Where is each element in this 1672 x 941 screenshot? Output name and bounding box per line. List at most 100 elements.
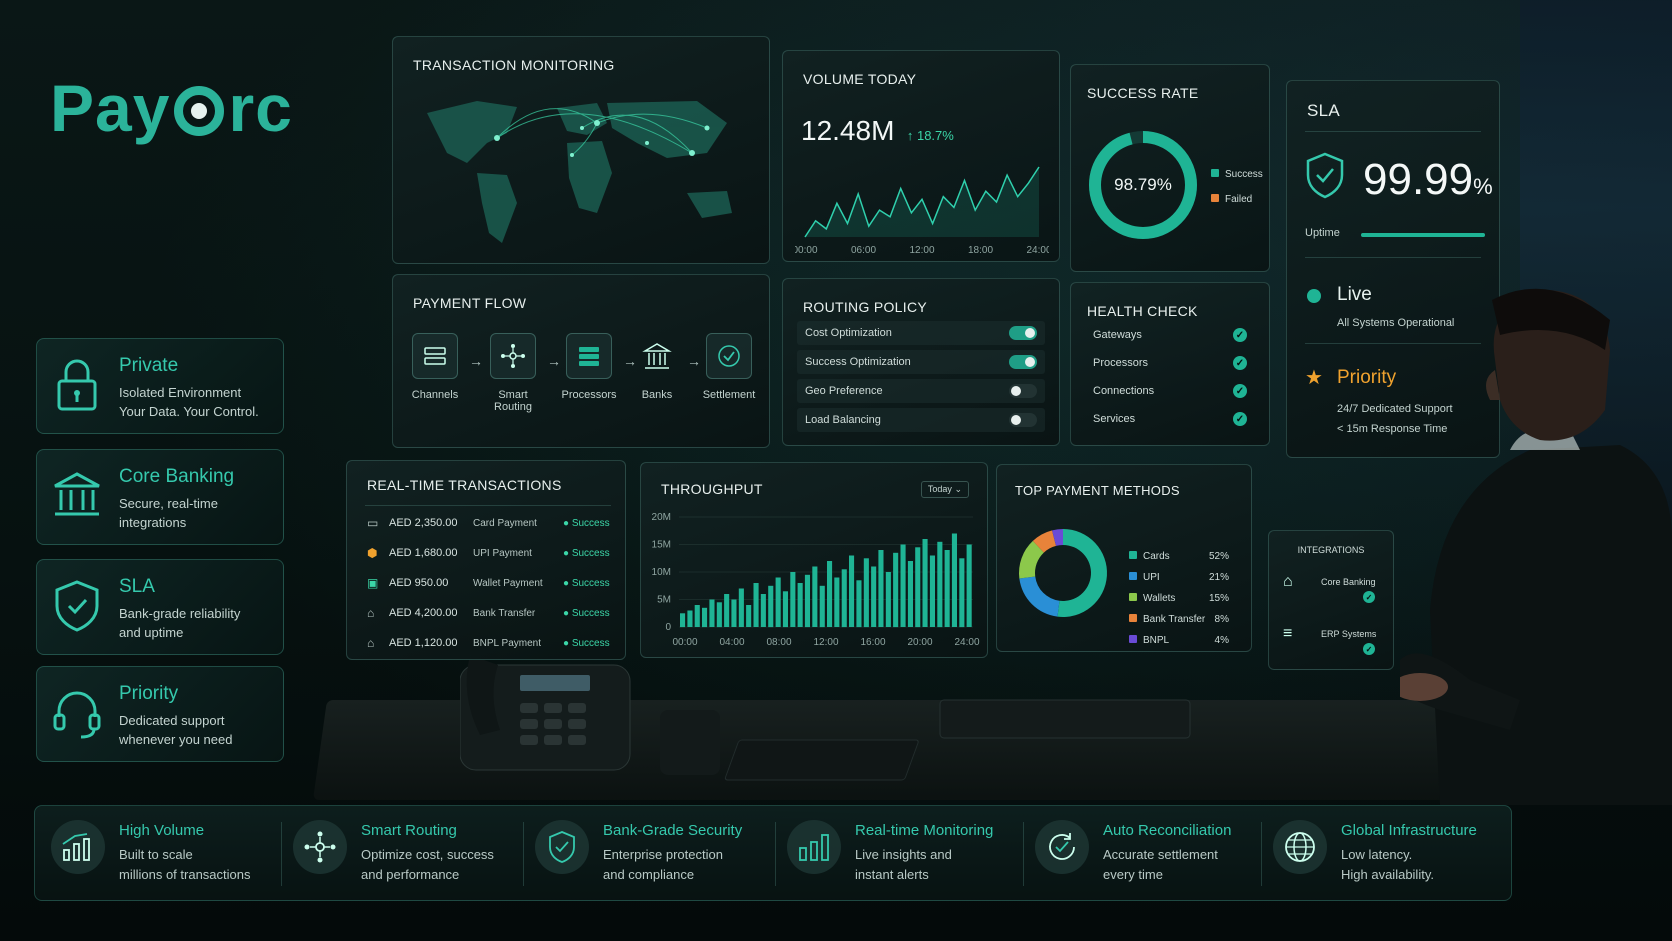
bars-icon bbox=[787, 820, 841, 874]
throughput-bar bbox=[724, 594, 730, 627]
feature-bar: High Volume Built to scale millions of tra… bbox=[34, 805, 1512, 901]
methods-legend-item: Bank Transfer 8% bbox=[1129, 614, 1229, 625]
legend-percent: 15% bbox=[1208, 593, 1229, 604]
realtime-transactions-panel: REAL-TIME TRANSACTIONS ▭ AED 2,350.00 Card… bbox=[346, 460, 626, 660]
y-tick-label: 10M bbox=[652, 567, 671, 578]
range-dropdown[interactable]: Today ⌄ bbox=[920, 481, 969, 498]
tx-method: UPI Payment bbox=[473, 547, 532, 559]
flow-step-channels: Channels bbox=[401, 333, 469, 401]
tx-row[interactable]: ▣ AED 950.00 Wallet Payment ● Success bbox=[367, 571, 611, 595]
methods-slice bbox=[1052, 529, 1063, 546]
x-tick-label: 04:00 bbox=[719, 637, 744, 648]
tx-row[interactable]: ▭ AED 2,350.00 Card Payment ● Success bbox=[367, 511, 611, 535]
legend-percent: 21% bbox=[1208, 572, 1229, 583]
tx-method: Bank Transfer bbox=[473, 607, 536, 619]
shield-check-icon bbox=[535, 820, 589, 874]
priority-detail: 24/7 Dedicated Support < 15m Response Tim… bbox=[1337, 399, 1453, 439]
legend-failed: Failed bbox=[1225, 194, 1253, 205]
policy-label: Geo Preference bbox=[805, 385, 883, 397]
tx-status-text: Success bbox=[571, 547, 610, 559]
check-icon: ✓ bbox=[1233, 412, 1247, 426]
feature-title: Real-time Monitoring bbox=[855, 822, 994, 839]
methods-legend-item: Cards 52% bbox=[1129, 551, 1229, 562]
tx-status: ● Success bbox=[563, 607, 610, 619]
tx-method: Wallet Payment bbox=[473, 577, 543, 589]
card-line1: Secure, real-time bbox=[119, 496, 218, 511]
tx-method: BNPL Payment bbox=[473, 637, 541, 649]
card-line2: and uptime bbox=[119, 625, 184, 640]
check-icon: ✓ bbox=[1233, 328, 1247, 342]
feature-line2: High availability. bbox=[1341, 867, 1434, 882]
toggle-switch[interactable] bbox=[1009, 355, 1037, 369]
tx-status-text: Success bbox=[571, 607, 610, 619]
feature-title: Bank-Grade Security bbox=[603, 822, 743, 839]
volume-area bbox=[805, 167, 1039, 237]
tx-status-text: Success bbox=[571, 517, 610, 529]
volume-line-chart: 00:00 06:00 12:00 18:00 24:00 bbox=[795, 166, 1049, 256]
panel-title: PAYMENT FLOW bbox=[413, 295, 527, 311]
uptime-label: Uptime bbox=[1305, 227, 1340, 239]
sla-number: 99.99 bbox=[1363, 155, 1474, 204]
throughput-bar bbox=[812, 566, 818, 627]
divider bbox=[1261, 822, 1262, 886]
tx-amount: AED 1,120.00 bbox=[389, 637, 458, 649]
feature-global-infrastructure: Global Infrastructure Low latency. High av… bbox=[1273, 820, 1477, 890]
tx-row[interactable]: ⌂ AED 1,120.00 BNPL Payment ● Success bbox=[367, 631, 611, 655]
x-tick-label: 00:00 bbox=[795, 245, 818, 256]
flow-label: Channels bbox=[411, 389, 459, 401]
health-gateways: Gateways ✓ bbox=[1085, 323, 1255, 347]
panel-title: REAL-TIME TRANSACTIONS bbox=[367, 477, 562, 493]
database-icon: ≡ bbox=[1283, 625, 1293, 642]
bank-icon bbox=[634, 333, 680, 379]
phone-screen bbox=[520, 675, 590, 691]
legend-swatch bbox=[1129, 593, 1137, 601]
integration-core-banking: Core Banking bbox=[1321, 577, 1376, 587]
upi-icon: ⬢ bbox=[367, 546, 378, 560]
uptime-bar bbox=[1361, 233, 1485, 237]
legend-swatch bbox=[1211, 169, 1219, 177]
toggle-switch[interactable] bbox=[1009, 384, 1037, 398]
throughput-bar bbox=[834, 577, 840, 627]
feature-title: Auto Reconciliation bbox=[1103, 822, 1232, 839]
bank-icon: ⌂ bbox=[367, 636, 375, 650]
throughput-bar bbox=[915, 547, 921, 628]
success-legend: Success Failed bbox=[1211, 169, 1263, 205]
check-icon: ✓ bbox=[1233, 384, 1247, 398]
policy-geo-preference[interactable]: Geo Preference bbox=[797, 379, 1045, 403]
policy-success-optimization[interactable]: Success Optimization bbox=[797, 350, 1045, 374]
policy-load-balancing[interactable]: Load Balancing bbox=[797, 408, 1045, 432]
throughput-bar bbox=[804, 574, 810, 628]
feature-line1: Built to scale bbox=[119, 847, 193, 862]
brand-suffix: rc bbox=[228, 71, 293, 145]
feature-line2: and performance bbox=[361, 867, 460, 882]
throughput-bar bbox=[768, 585, 774, 628]
health-processors: Processors ✓ bbox=[1085, 351, 1255, 375]
chevron-down-icon: ⌄ bbox=[954, 484, 962, 494]
legend-swatch bbox=[1129, 614, 1137, 622]
legend-label: BNPL bbox=[1143, 635, 1170, 646]
y-tick-label: 5M bbox=[657, 595, 671, 606]
throughput-bar bbox=[885, 572, 891, 627]
policy-cost-optimization[interactable]: Cost Optimization bbox=[797, 321, 1045, 345]
legend-label: UPI bbox=[1143, 572, 1160, 583]
lock-icon bbox=[57, 359, 97, 411]
arrow-icon: → bbox=[547, 353, 561, 369]
toggle-switch[interactable] bbox=[1009, 413, 1037, 427]
tx-row[interactable]: ⬢ AED 1,680.00 UPI Payment ● Success bbox=[367, 541, 611, 565]
payment-flow-panel: PAYMENT FLOW Channels → Smart Routing → … bbox=[392, 274, 770, 448]
feature-high-volume: High Volume Built to scale millions of tra… bbox=[51, 820, 251, 890]
throughput-bar bbox=[937, 541, 943, 628]
x-tick-label: 08:00 bbox=[766, 637, 791, 648]
feature-line2: every time bbox=[1103, 867, 1163, 882]
integration-erp: ERP Systems bbox=[1321, 629, 1377, 639]
tx-row[interactable]: ⌂ AED 4,200.00 Bank Transfer ● Success bbox=[367, 601, 611, 625]
toggle-switch[interactable] bbox=[1009, 326, 1037, 340]
feature-title: Global Infrastructure bbox=[1341, 822, 1477, 839]
throughput-bar bbox=[694, 605, 700, 627]
feature-line1: Enterprise protection bbox=[603, 847, 723, 862]
methods-legend-item: Wallets 15% bbox=[1129, 593, 1229, 604]
transaction-monitoring-panel: TRANSACTION MONITORING bbox=[392, 36, 770, 264]
methods-legend-item: UPI 21% bbox=[1129, 572, 1229, 583]
throughput-bar bbox=[900, 544, 906, 627]
check-icon: ✓ bbox=[1233, 356, 1247, 370]
